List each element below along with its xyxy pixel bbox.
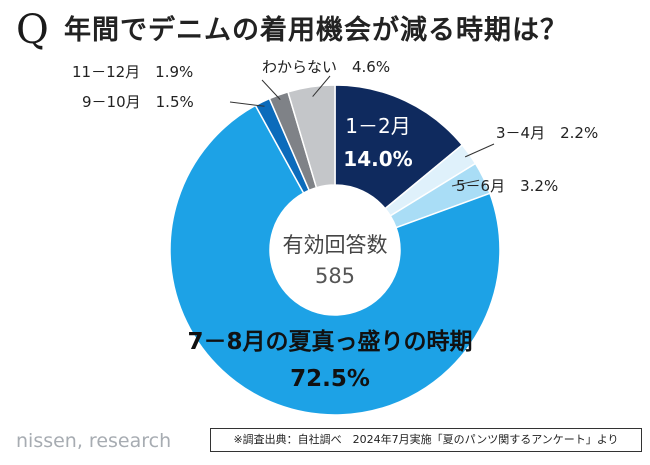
slice-1 — [334, 84, 464, 210]
chart-title: 年間でデニムの着用機会が減る時期は？ — [64, 15, 568, 46]
label-group: 1－2月 14.0% 3－4月 2.2% 5－6月 3.2% 7－8月の夏真っ盛りの時期… — [72, 58, 598, 392]
center-label: 有効回答数 — [283, 233, 388, 257]
leader-line-6 — [261, 79, 281, 100]
leader-line-5 — [229, 101, 265, 107]
slice-label-3: 5－6月 3.2% — [456, 177, 558, 195]
leader-line-group — [229, 75, 495, 187]
leader-line-7 — [312, 75, 331, 97]
center-value: 585 — [315, 264, 355, 288]
source-note: ※調査出典：自社調べ 2024年7月実施「夏のパンツ関するアンケート」より — [210, 428, 642, 452]
slice-label-1: 1－2月 — [345, 114, 410, 138]
slice-label-2: 3－4月 2.2% — [496, 124, 598, 142]
slice-value-4: 72.5% — [290, 366, 370, 392]
slice-group — [169, 84, 501, 416]
nissen-research-logo: nissen, research — [16, 430, 172, 452]
question-mark-label: Q — [16, 7, 49, 53]
leader-line-2 — [464, 143, 495, 158]
slice-4 — [169, 104, 501, 416]
leader-line-3 — [451, 179, 480, 187]
slice-label-7: わからない 4.6% — [262, 58, 390, 76]
slice-label-4: 7－8月の夏真っ盛りの時期 — [187, 328, 472, 355]
slice-label-6: 11－12月 1.9% — [72, 63, 193, 81]
slice-value-1: 14.0% — [343, 147, 412, 171]
slice-label-5: 9－10月 1.5% — [82, 93, 194, 111]
slice-7 — [286, 84, 336, 189]
